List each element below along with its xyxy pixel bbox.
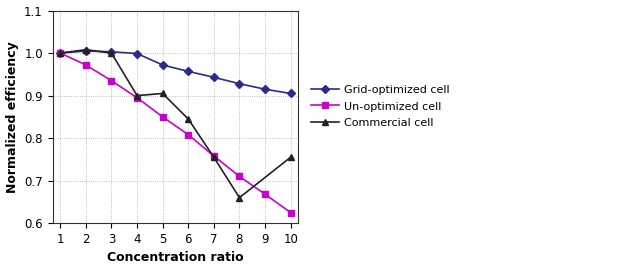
Un-optimized cell xyxy=(108,79,116,82)
Un-optimized cell xyxy=(261,193,269,196)
Commercial cell xyxy=(287,156,295,159)
Grid-optimized cell xyxy=(56,52,64,55)
Un-optimized cell xyxy=(133,96,141,99)
Grid-optimized cell xyxy=(287,92,295,95)
Line: Grid-optimized cell: Grid-optimized cell xyxy=(58,48,293,96)
Commercial cell xyxy=(108,52,116,55)
Commercial cell xyxy=(159,92,166,95)
Legend: Grid-optimized cell, Un-optimized cell, Commercial cell: Grid-optimized cell, Un-optimized cell, … xyxy=(306,80,454,132)
Un-optimized cell xyxy=(82,63,90,67)
Line: Un-optimized cell: Un-optimized cell xyxy=(58,50,293,215)
Commercial cell xyxy=(210,156,218,159)
X-axis label: Concentration ratio: Concentration ratio xyxy=(107,251,244,264)
Commercial cell xyxy=(236,196,243,199)
Line: Commercial cell: Commercial cell xyxy=(58,47,293,200)
Grid-optimized cell xyxy=(184,70,192,73)
Un-optimized cell xyxy=(210,154,218,158)
Grid-optimized cell xyxy=(108,50,116,53)
Un-optimized cell xyxy=(159,115,166,119)
Grid-optimized cell xyxy=(82,49,90,53)
Commercial cell xyxy=(82,48,90,51)
Grid-optimized cell xyxy=(210,76,218,79)
Grid-optimized cell xyxy=(159,63,166,67)
Un-optimized cell xyxy=(56,52,64,55)
Un-optimized cell xyxy=(287,211,295,214)
Commercial cell xyxy=(56,52,64,55)
Grid-optimized cell xyxy=(236,82,243,85)
Grid-optimized cell xyxy=(261,87,269,91)
Y-axis label: Normalized efficiency: Normalized efficiency xyxy=(6,41,19,193)
Grid-optimized cell xyxy=(133,52,141,55)
Un-optimized cell xyxy=(184,133,192,136)
Commercial cell xyxy=(133,94,141,97)
Commercial cell xyxy=(184,117,192,121)
Un-optimized cell xyxy=(236,175,243,178)
